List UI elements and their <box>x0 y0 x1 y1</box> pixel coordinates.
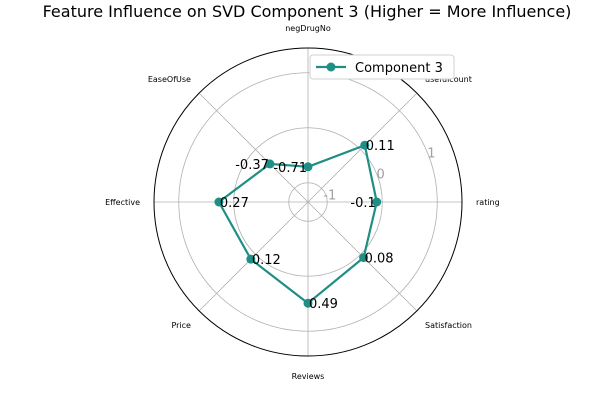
data-point-easeofuse <box>265 159 275 169</box>
chart-title: Feature Influence on SVD Component 3 (Hi… <box>43 2 572 21</box>
data-point-reviews <box>303 298 313 308</box>
axis-label-negdrugno: negDrugNo <box>285 24 331 33</box>
data-label-usefulcount: 0.11 <box>366 139 395 154</box>
spoke-EaseOfUse <box>198 92 309 203</box>
data-label-price: 0.12 <box>252 253 281 268</box>
axis-label-reviews: Reviews <box>292 372 325 381</box>
data-point-usefulcount <box>360 140 370 150</box>
radial-tick-1: 0 <box>376 168 384 183</box>
data-label-negdrugno: -0.71 <box>273 161 307 176</box>
axis-label-price: Price <box>171 321 191 330</box>
data-point-price <box>246 254 256 264</box>
radar-grid <box>153 47 463 357</box>
outer-frame <box>153 47 463 357</box>
axis-label-easeofuse: EaseOfUse <box>148 75 191 84</box>
legend-marker <box>326 62 336 72</box>
data-labels: -0.1 0.11 -0.71 -0.37 0.27 0.12 0.49 0.08 <box>220 139 395 312</box>
data-label-effective: 0.27 <box>220 196 249 211</box>
data-point-effective <box>214 197 224 207</box>
data-point-rating <box>372 197 382 207</box>
data-label-reviews: 0.49 <box>309 297 338 312</box>
data-label-satisfaction: 0.08 <box>365 252 394 267</box>
data-point-negdrugno <box>303 162 313 172</box>
legend-label: Component 3 <box>355 61 443 76</box>
radial-tick-0: -1 <box>323 189 336 204</box>
legend: Component 3 <box>309 54 455 80</box>
axis-label-effective: Effective <box>105 198 140 207</box>
data-point-satisfaction <box>359 253 369 263</box>
data-label-rating: -0.1 <box>350 196 375 211</box>
radial-tick-labels: -1 0 1 <box>323 147 435 204</box>
legend-box <box>309 54 455 80</box>
series-component-3 <box>214 140 382 308</box>
radial-tick-2: 1 <box>427 147 435 162</box>
data-label-easeofuse: -0.37 <box>235 158 269 173</box>
axis-label-rating: rating <box>476 198 500 207</box>
axis-label-satisfaction: Satisfaction <box>425 321 472 330</box>
